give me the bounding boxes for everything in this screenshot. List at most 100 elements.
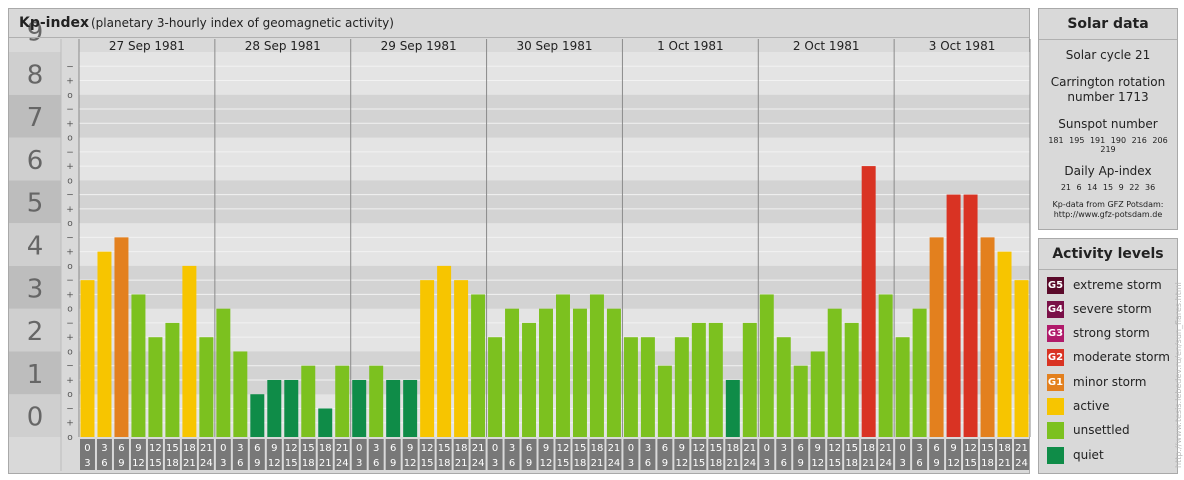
interval-box xyxy=(436,439,452,470)
interval-start-label: 9 xyxy=(407,443,413,454)
interval-box xyxy=(759,439,775,470)
kp-bar xyxy=(386,379,401,437)
level-quiet-label: quiet xyxy=(1073,448,1104,462)
interval-box xyxy=(810,439,826,470)
interval-end-label: 18 xyxy=(845,458,858,469)
interval-end-label: 9 xyxy=(798,458,804,469)
minor-tick-label: − xyxy=(66,233,74,243)
interval-box xyxy=(232,439,248,470)
day-label: 3 Oct 1981 xyxy=(929,39,996,53)
kp-bar xyxy=(572,308,587,437)
interval-start-label: 21 xyxy=(472,443,485,454)
kp-bar xyxy=(539,308,553,437)
interval-end-label: 21 xyxy=(862,458,875,469)
interval-end-label: 15 xyxy=(828,458,841,469)
ap-index-values: 21 6 14 15 9 22 36 xyxy=(1060,183,1156,192)
interval-box xyxy=(96,439,112,470)
kp-bar xyxy=(742,322,757,437)
interval-start-label: 6 xyxy=(933,443,939,454)
kp-bar xyxy=(708,322,723,437)
interval-start-label: 9 xyxy=(543,443,549,454)
level-quiet: quiet xyxy=(1047,445,1104,465)
interval-end-label: 12 xyxy=(132,458,145,469)
interval-end-label: 24 xyxy=(608,458,621,469)
interval-box xyxy=(623,439,639,470)
kp-bar xyxy=(844,322,859,437)
interval-box xyxy=(946,439,962,470)
kp-bar xyxy=(759,294,774,437)
interval-start-label: 3 xyxy=(645,443,651,454)
kp-bar xyxy=(301,365,316,437)
axis-band xyxy=(9,265,61,309)
interval-end-label: 18 xyxy=(438,458,451,469)
interval-start-label: 15 xyxy=(845,443,858,454)
kp-index-panel: 27 Sep 1981 28 Sep 1981 29 Sep 1981 30 Sep … xyxy=(8,8,1031,474)
interval-end-label: 24 xyxy=(879,458,892,469)
level-active: active xyxy=(1047,396,1109,416)
interval-box xyxy=(317,439,333,470)
day-label: 28 Sep 1981 xyxy=(245,39,321,53)
kp-bar xyxy=(505,308,520,437)
interval-end-label: 24 xyxy=(336,458,349,469)
interval-end-label: 21 xyxy=(455,458,468,469)
interval-end-label: 12 xyxy=(675,458,688,469)
axis-band xyxy=(9,308,61,352)
interval-end-label: 12 xyxy=(404,458,417,469)
watermark-text: http://www.tesis.lebedev.ru/en/sun_flare… xyxy=(1174,282,1183,468)
interval-box xyxy=(504,439,520,470)
interval-box xyxy=(827,439,843,470)
day-label: 1 Oct 1981 xyxy=(657,39,724,53)
interval-box xyxy=(861,439,877,470)
interval-box xyxy=(844,439,860,470)
level-g1-swatch: G1 xyxy=(1047,373,1064,391)
interval-box xyxy=(130,439,146,470)
level-band xyxy=(79,94,1030,138)
y-tick-label: 1 xyxy=(27,360,44,390)
axis-band xyxy=(9,394,61,437)
interval-end-label: 6 xyxy=(373,458,379,469)
interval-end-label: 3 xyxy=(356,458,362,469)
interval-start-label: 15 xyxy=(709,443,722,454)
interval-end-label: 21 xyxy=(319,458,332,469)
interval-end-label: 24 xyxy=(1015,458,1028,469)
interval-start-label: 12 xyxy=(149,443,162,454)
level-g3-label: strong storm xyxy=(1073,326,1150,340)
minor-tick-label: − xyxy=(66,362,74,372)
interval-start-label: 15 xyxy=(438,443,451,454)
interval-end-label: 3 xyxy=(764,458,770,469)
interval-box xyxy=(963,439,979,470)
kp-bar xyxy=(216,308,231,437)
minor-tick-label: + xyxy=(66,205,74,215)
kp-bar xyxy=(810,351,825,437)
interval-box xyxy=(181,439,197,470)
interval-box xyxy=(640,439,656,470)
kp-bar xyxy=(606,308,621,437)
interval-box xyxy=(215,439,231,470)
interval-box xyxy=(198,439,214,470)
interval-box xyxy=(1014,439,1029,470)
interval-box xyxy=(776,439,792,470)
kp-bar xyxy=(165,322,180,437)
interval-start-label: 6 xyxy=(254,443,260,454)
interval-box xyxy=(538,439,554,470)
kp-bar xyxy=(895,337,910,437)
interval-start-label: 12 xyxy=(692,443,705,454)
interval-box xyxy=(453,439,469,470)
kp-bar xyxy=(318,408,333,437)
level-unsettled: unsettled xyxy=(1047,420,1130,440)
interval-start-label: 12 xyxy=(557,443,570,454)
axis-band xyxy=(9,223,61,266)
interval-start-label: 9 xyxy=(679,443,685,454)
y-tick-label: 0 xyxy=(27,403,44,433)
interval-box xyxy=(147,439,163,470)
kp-bar xyxy=(488,337,503,437)
kp-bar xyxy=(369,365,384,437)
minor-tick-label: − xyxy=(66,319,74,329)
minor-tick-label: − xyxy=(66,191,74,201)
minor-tick-label: + xyxy=(66,419,74,429)
interval-box xyxy=(912,439,928,470)
chart-title: Kp-index xyxy=(19,15,89,31)
day-label: 27 Sep 1981 xyxy=(109,39,185,53)
interval-end-label: 3 xyxy=(492,458,498,469)
interval-end-label: 3 xyxy=(628,458,634,469)
